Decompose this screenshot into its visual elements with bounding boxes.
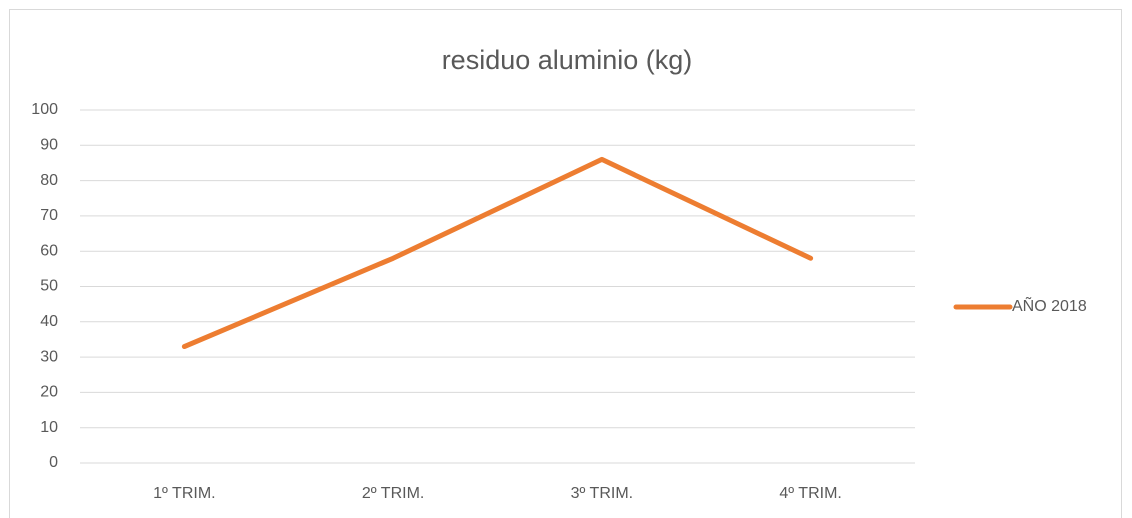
chart-border (9, 9, 1122, 518)
y-tick-label: 50 (40, 278, 58, 295)
chart-title: residuo aluminio (kg) (442, 45, 693, 75)
y-tick-label: 80 (40, 172, 58, 189)
x-tick-label: 4º TRIM. (779, 485, 841, 502)
y-tick-label: 100 (31, 101, 58, 118)
line-series (181, 156, 814, 350)
y-tick-label: 30 (40, 348, 58, 365)
x-tick-label: 1º TRIM. (153, 485, 215, 502)
y-tick-label: 20 (40, 384, 58, 401)
y-tick-label: 70 (40, 207, 58, 224)
y-tick-label: 60 (40, 242, 58, 259)
y-tick-label: 10 (40, 419, 58, 436)
y-tick-label: 40 (40, 313, 58, 330)
y-tick-label: 0 (49, 454, 58, 471)
legend-label: AÑO 2018 (1012, 295, 1087, 315)
x-tick-label: 2º TRIM. (362, 485, 424, 502)
y-tick-label: 90 (40, 137, 58, 154)
x-tick-label: 3º TRIM. (571, 485, 633, 502)
